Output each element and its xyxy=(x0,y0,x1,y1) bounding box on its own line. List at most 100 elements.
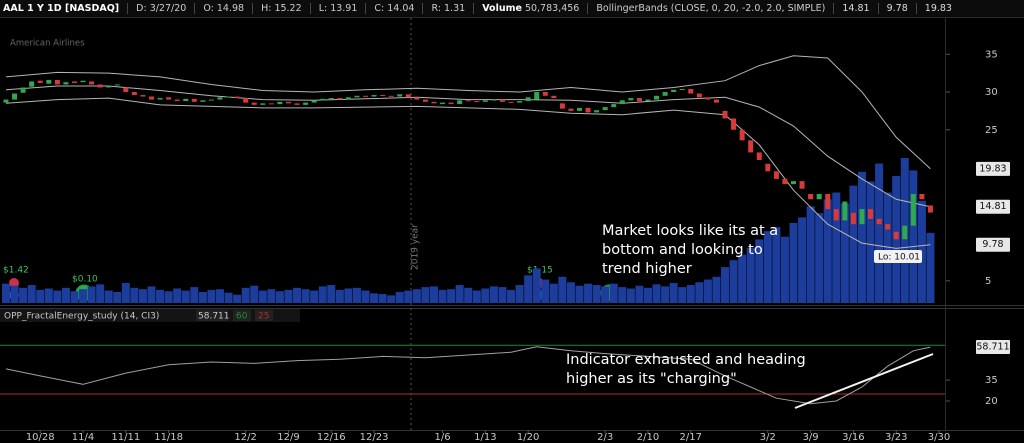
candle xyxy=(63,82,69,85)
candle xyxy=(499,99,505,102)
candle xyxy=(799,181,805,189)
earnings-label: $0.10 xyxy=(72,275,98,285)
volume-bar xyxy=(507,289,516,303)
candle xyxy=(149,96,155,100)
volume-bar xyxy=(703,279,712,303)
study-value-box xyxy=(196,310,228,321)
candle xyxy=(123,87,129,93)
high-label: H: xyxy=(261,3,272,14)
y-tick-label: 35 xyxy=(985,375,998,386)
volume-bar xyxy=(626,288,635,303)
candle xyxy=(448,102,454,105)
volume-bar xyxy=(412,289,421,303)
x-tick-label: 2/3 xyxy=(597,432,613,443)
x-tick-label: 3/16 xyxy=(842,432,864,443)
volume-bar xyxy=(738,254,747,303)
candle xyxy=(876,218,882,225)
candle xyxy=(422,99,428,102)
candle xyxy=(474,101,480,103)
volume-bar xyxy=(472,290,481,303)
study-name: OPP_FractalEnergy_study (14, CI3) xyxy=(4,312,159,322)
low-label: L: xyxy=(318,3,328,14)
candle xyxy=(208,99,214,101)
volume-bar xyxy=(138,289,147,303)
volume-bar xyxy=(207,289,216,303)
candle xyxy=(842,201,848,221)
volume-bar xyxy=(780,236,789,303)
volume-bar xyxy=(789,222,798,303)
candle xyxy=(140,95,146,97)
volume-bar xyxy=(489,286,498,303)
candle xyxy=(89,81,95,85)
candle xyxy=(885,224,891,230)
band-middle: 14.81 xyxy=(842,3,870,14)
volume-bar xyxy=(224,292,233,303)
volume-bar xyxy=(327,285,336,303)
band-upper: 19.83 xyxy=(924,3,952,14)
candle xyxy=(388,95,394,97)
candle xyxy=(354,95,360,98)
volume-bar xyxy=(823,199,832,303)
volume-bar xyxy=(635,285,644,303)
x-tick-label: 11/18 xyxy=(154,432,183,443)
volume-bar xyxy=(44,288,53,303)
volume-bar xyxy=(310,290,319,303)
y-tick-label: 35 xyxy=(985,49,998,60)
earnings-label: $1.42 xyxy=(3,266,29,276)
candle xyxy=(303,102,309,105)
candle xyxy=(619,100,625,105)
candle xyxy=(243,98,249,103)
volume-bar xyxy=(729,260,738,303)
volume-bar xyxy=(678,287,687,303)
year-label: 2019 year xyxy=(411,224,421,270)
volume-bar xyxy=(892,175,901,303)
candle xyxy=(294,103,300,105)
volume-bar xyxy=(344,288,353,303)
level-legend-box xyxy=(233,310,251,321)
open-label: O: xyxy=(203,3,214,14)
volume-bar xyxy=(669,282,678,303)
volume-bar xyxy=(686,285,695,303)
candle xyxy=(380,95,386,97)
candle xyxy=(568,108,574,111)
open: 14.98 xyxy=(216,3,245,14)
volume-bar xyxy=(395,291,404,303)
band-value-box xyxy=(976,199,1010,214)
x-tick-label: 11/11 xyxy=(111,432,140,443)
volume-bar xyxy=(70,291,79,303)
volume-bar xyxy=(96,284,105,303)
candle xyxy=(440,102,446,105)
candle xyxy=(585,107,591,113)
candle xyxy=(260,103,266,105)
candle xyxy=(200,100,206,102)
candle xyxy=(12,93,18,100)
x-tick-label: 1/13 xyxy=(474,432,496,443)
annotation: Market looks like its at a bottom and lo… xyxy=(602,223,779,277)
volume-bar xyxy=(618,287,627,303)
volume-bar xyxy=(926,232,935,303)
close-label: C: xyxy=(374,3,385,14)
candle xyxy=(46,79,52,84)
bollinger-band xyxy=(5,85,931,208)
candle xyxy=(371,95,377,97)
volume-bar xyxy=(712,276,721,303)
volume-bar xyxy=(772,227,781,303)
logo: American Airlines xyxy=(10,39,85,49)
volume-bar xyxy=(584,283,593,303)
candle xyxy=(54,79,60,85)
x-tick-label: 2/10 xyxy=(637,432,659,443)
x-tick-label: 12/9 xyxy=(277,432,299,443)
candle xyxy=(576,107,582,111)
volume-bar xyxy=(19,287,28,303)
x-tick-label: 1/20 xyxy=(517,432,539,443)
volume-bar xyxy=(104,290,113,303)
volume-bar xyxy=(36,289,45,303)
candle xyxy=(645,99,651,102)
y-tick-label: 20 xyxy=(985,396,998,407)
candle xyxy=(927,205,933,213)
candle xyxy=(183,98,189,102)
candle xyxy=(696,93,702,98)
volume-bar xyxy=(592,285,601,303)
candle xyxy=(37,80,43,83)
